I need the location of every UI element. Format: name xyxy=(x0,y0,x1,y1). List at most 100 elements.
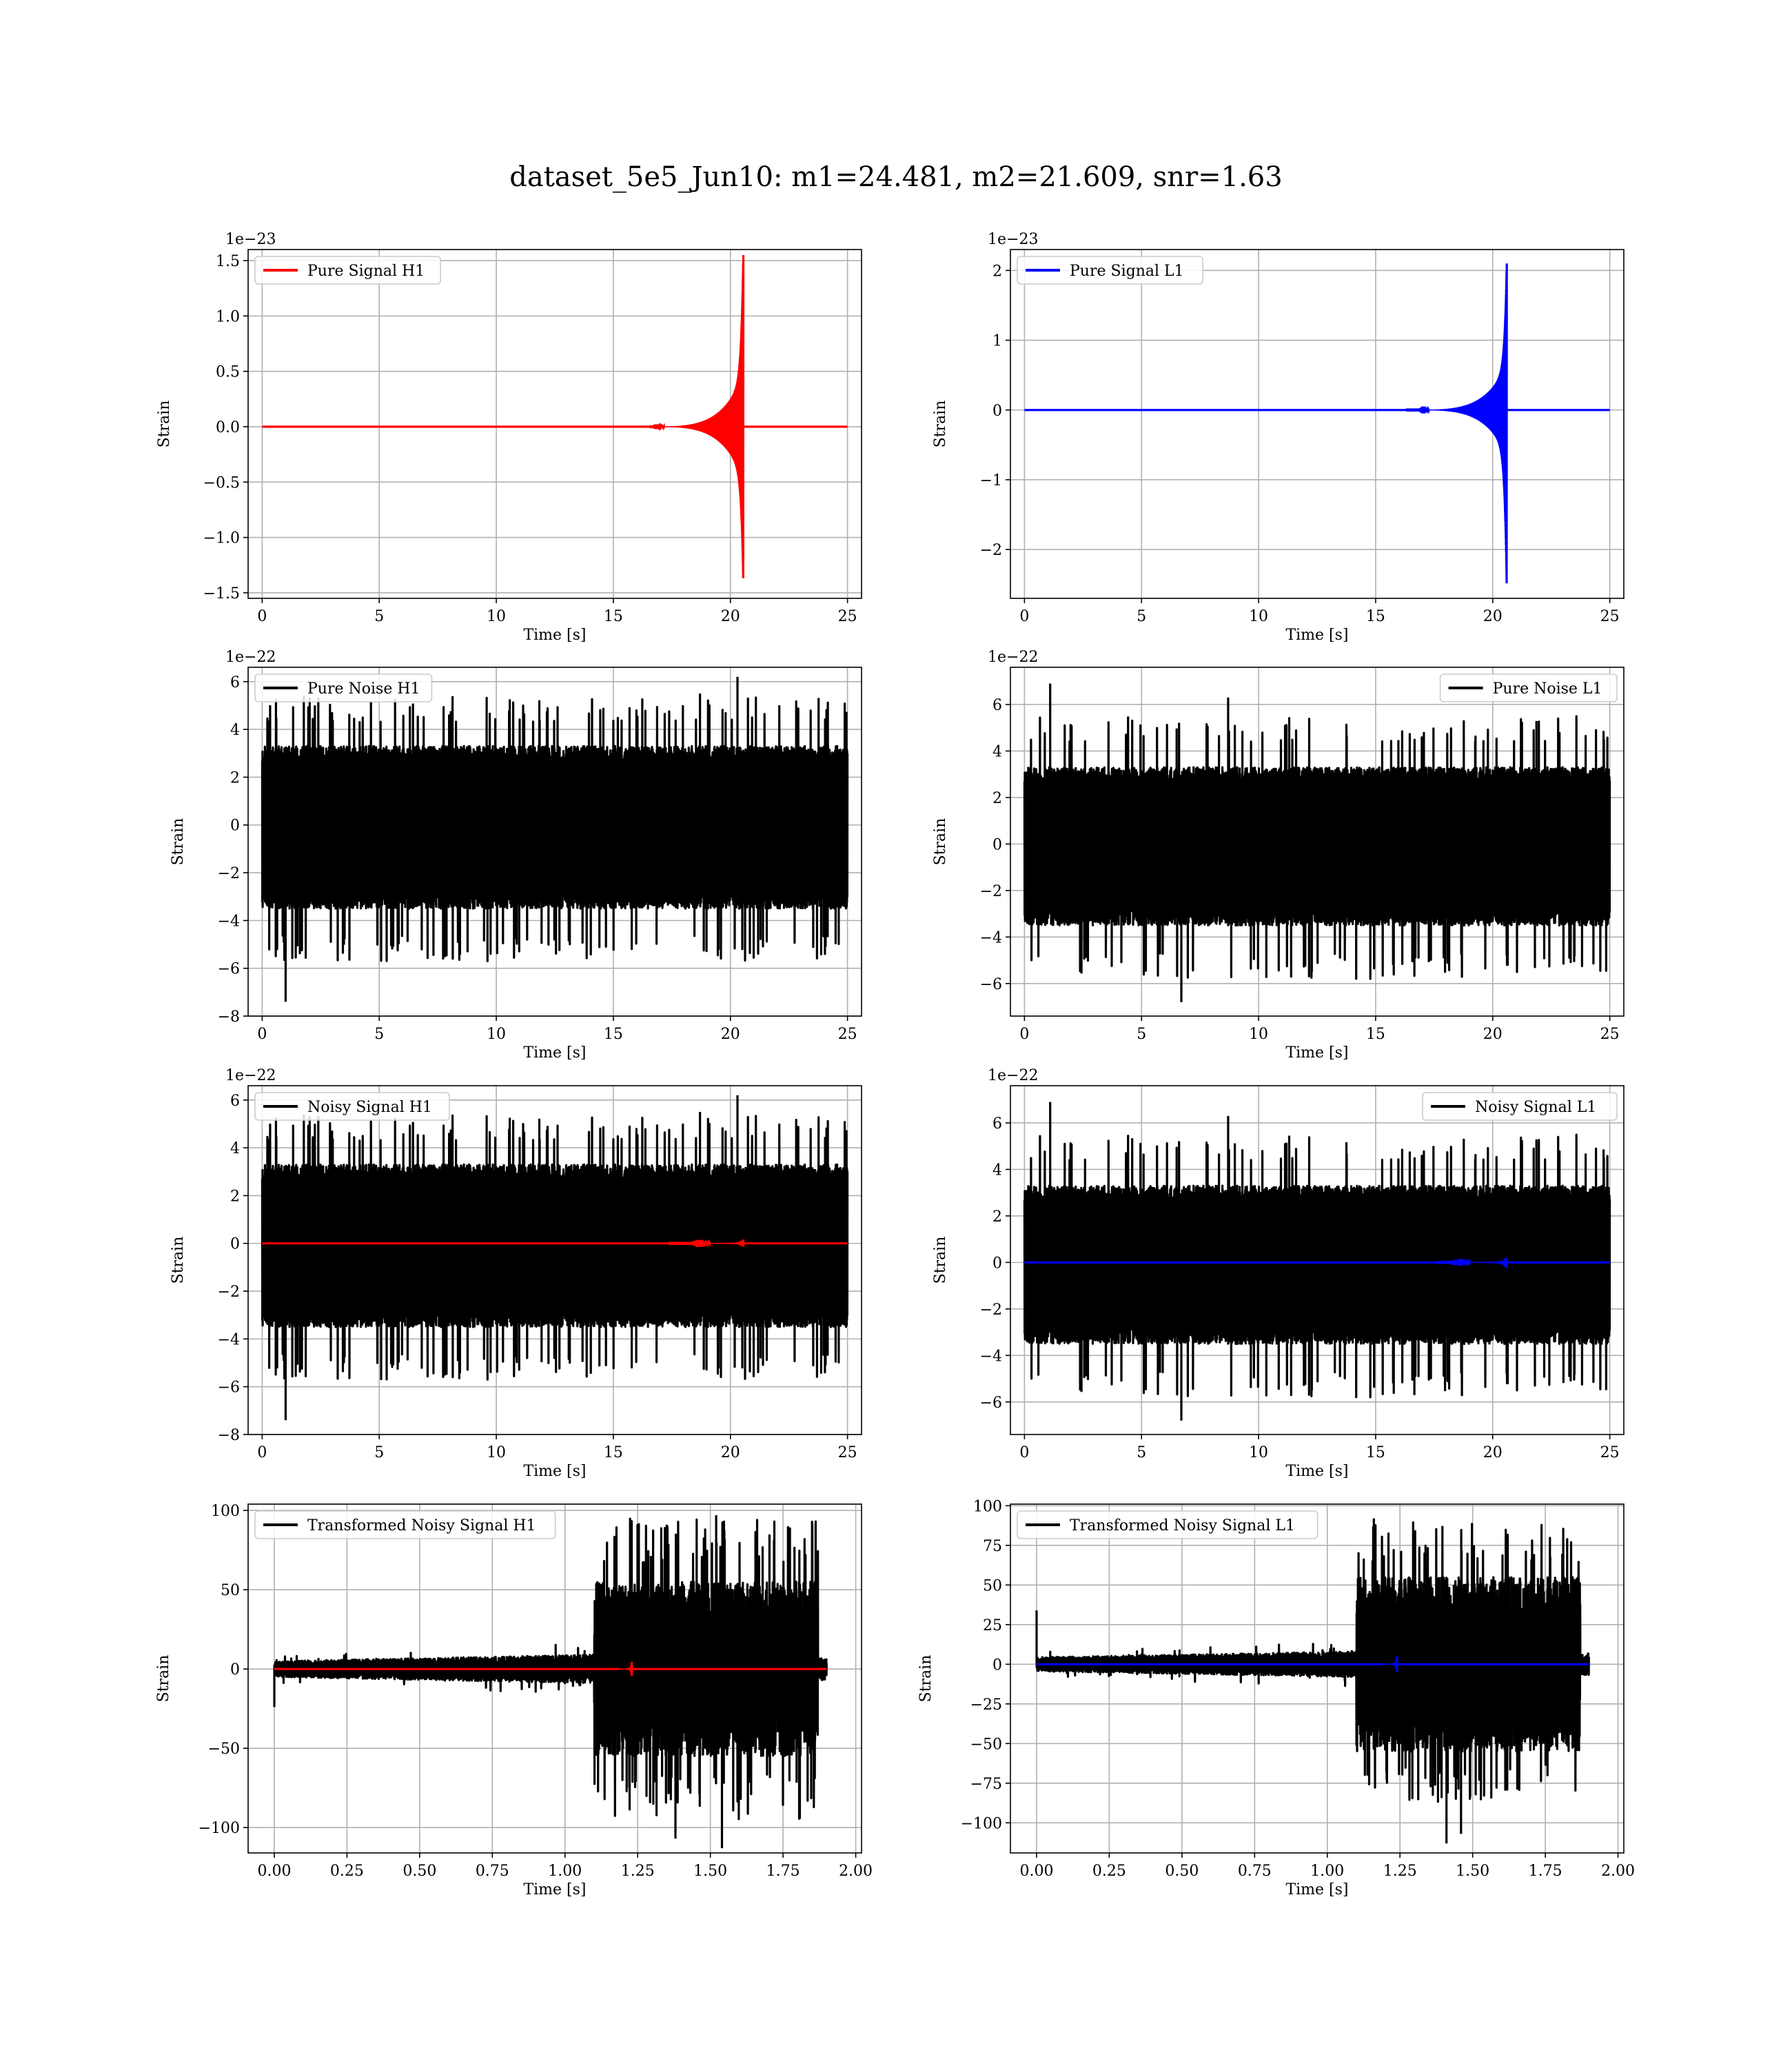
x-tick-label: 20 xyxy=(721,1444,740,1461)
y-tick-label: −1.0 xyxy=(203,530,240,547)
x-tick-label: 10 xyxy=(1249,608,1268,625)
x-tick-label: 0.75 xyxy=(476,1863,509,1880)
y-tick-label: 75 xyxy=(983,1538,1002,1555)
legend-box xyxy=(254,256,442,285)
y-tick-label: 25 xyxy=(983,1617,1002,1634)
y-axis-label: Strain xyxy=(156,401,173,448)
y-tick-label: −25 xyxy=(970,1696,1002,1714)
y-tick-label: −6 xyxy=(218,961,240,978)
series-line xyxy=(1023,1102,1611,1421)
y-tick-label: 2 xyxy=(230,769,240,787)
legend-box xyxy=(1439,673,1618,702)
x-tick-label: 0.50 xyxy=(1165,1863,1199,1880)
legend-box xyxy=(254,1092,450,1121)
y-tick-label: 50 xyxy=(221,1582,240,1599)
series-line xyxy=(1035,1518,1590,1844)
axis-offset-label: 1e−23 xyxy=(225,231,276,248)
y-tick-label: −8 xyxy=(218,1427,240,1444)
axis-offset-label: 1e−22 xyxy=(988,649,1038,666)
axes-frame xyxy=(247,1085,862,1435)
y-tick-label: 1.5 xyxy=(216,253,240,270)
x-tick-label: 25 xyxy=(838,1026,857,1043)
x-tick-label: 25 xyxy=(838,1444,857,1461)
y-axis-label: Strain xyxy=(170,818,187,866)
x-tick-label: 1.25 xyxy=(621,1863,655,1880)
y-tick-label: −6 xyxy=(980,1395,1002,1412)
x-tick-label: 5 xyxy=(1137,1026,1146,1043)
axes-frame xyxy=(1010,1503,1625,1854)
x-axis-label: Time [s] xyxy=(523,627,586,644)
legend-box xyxy=(254,1510,556,1539)
y-tick-label: 0 xyxy=(992,836,1002,853)
x-tick-label: 5 xyxy=(374,1026,384,1043)
x-tick-label: 1.50 xyxy=(693,1863,727,1880)
x-tick-label: 15 xyxy=(1366,1444,1385,1461)
x-axis-label: Time [s] xyxy=(523,1463,586,1480)
x-tick-label: 0.25 xyxy=(1092,1863,1126,1880)
x-tick-label: 15 xyxy=(604,1026,623,1043)
y-tick-label: 1 xyxy=(992,333,1002,350)
axes-frame xyxy=(1010,667,1625,1017)
axis-offset-label: 1e−22 xyxy=(225,649,276,666)
y-tick-label: −100 xyxy=(961,1815,1002,1832)
legend-label: Pure Signal H1 xyxy=(307,263,425,280)
plot-area xyxy=(1023,1102,1611,1421)
subplot-4: 0 5 10 15 20 25 −6 −4 −2 0 2 4 6 Time [s] Strain 1e−22 P… xyxy=(932,649,1625,1062)
plot-area xyxy=(1023,683,1611,1002)
x-tick-label: 25 xyxy=(1600,608,1620,625)
axis-offset-label: 1e−22 xyxy=(988,1067,1038,1084)
series-line xyxy=(262,254,848,578)
series-line xyxy=(261,1095,849,1421)
x-tick-label: 25 xyxy=(1600,1444,1620,1461)
subplot-7: 0.00 0.25 0.50 0.75 1.00 1.25 1.50 1.75 2.00 −100… xyxy=(155,1503,873,1898)
y-tick-label: 6 xyxy=(230,1093,240,1110)
x-axis-label: Time [s] xyxy=(1285,627,1348,644)
x-tick-label: 0 xyxy=(257,608,267,625)
y-tick-label: −4 xyxy=(218,1331,240,1348)
legend-label: Noisy Signal H1 xyxy=(307,1099,432,1116)
y-tick-label: 2 xyxy=(230,1188,240,1205)
y-tick-label: −2 xyxy=(218,865,240,882)
y-axis-label: Strain xyxy=(917,1655,935,1703)
overlay-signal-line xyxy=(1024,1257,1610,1268)
y-tick-label: 100 xyxy=(973,1498,1002,1515)
series-line xyxy=(273,1515,828,1849)
subplot-6: 0 5 10 15 20 25 −6 −4 −2 0 2 4 6 Time [s] Strain 1e−22 N… xyxy=(932,1067,1625,1480)
x-tick-label: 20 xyxy=(721,1026,740,1043)
plot-area xyxy=(261,676,849,1002)
axes-frame xyxy=(247,249,862,599)
y-tick-label: −100 xyxy=(198,1820,240,1837)
legend: Pure Signal H1 xyxy=(254,256,442,285)
legend-box xyxy=(1017,1510,1318,1539)
x-tick-label: 5 xyxy=(1137,608,1146,625)
y-tick-label: 0 xyxy=(992,403,1002,420)
y-tick-label: −2 xyxy=(980,883,1002,900)
series-line xyxy=(1023,683,1611,1002)
x-tick-label: 0.00 xyxy=(257,1863,291,1880)
x-tick-label: 2.00 xyxy=(1601,1863,1635,1880)
x-axis-label: Time [s] xyxy=(1285,1463,1348,1480)
x-tick-label: 0 xyxy=(1019,1444,1029,1461)
plot-area xyxy=(262,254,848,578)
legend-label: Noisy Signal L1 xyxy=(1475,1099,1596,1116)
y-tick-label: 2 xyxy=(992,263,1002,280)
x-tick-label: 10 xyxy=(1249,1026,1268,1043)
x-tick-label: 0.00 xyxy=(1019,1863,1053,1880)
x-tick-label: 10 xyxy=(1249,1444,1268,1461)
legend-label: Transformed Noisy Signal H1 xyxy=(307,1517,536,1534)
y-tick-label: −4 xyxy=(980,929,1002,946)
legend: Noisy Signal L1 xyxy=(1422,1092,1618,1121)
x-tick-label: 0 xyxy=(257,1026,267,1043)
legend-label: Transformed Noisy Signal L1 xyxy=(1070,1517,1295,1534)
subplot-5: 0 5 10 15 20 25 −8 −6 −4 −2 0 2 4 6 Time [s] Strain 1e−2… xyxy=(170,1067,862,1480)
series-line xyxy=(261,676,849,1002)
axes-frame xyxy=(247,1503,862,1854)
x-tick-label: 15 xyxy=(1366,608,1385,625)
y-tick-label: 0.0 xyxy=(216,419,240,436)
legend: Pure Noise H1 xyxy=(254,673,433,702)
x-tick-label: 1.25 xyxy=(1383,1863,1417,1880)
plot-area xyxy=(1024,263,1610,584)
x-tick-label: 5 xyxy=(1137,1444,1146,1461)
y-tick-label: 4 xyxy=(992,743,1002,760)
